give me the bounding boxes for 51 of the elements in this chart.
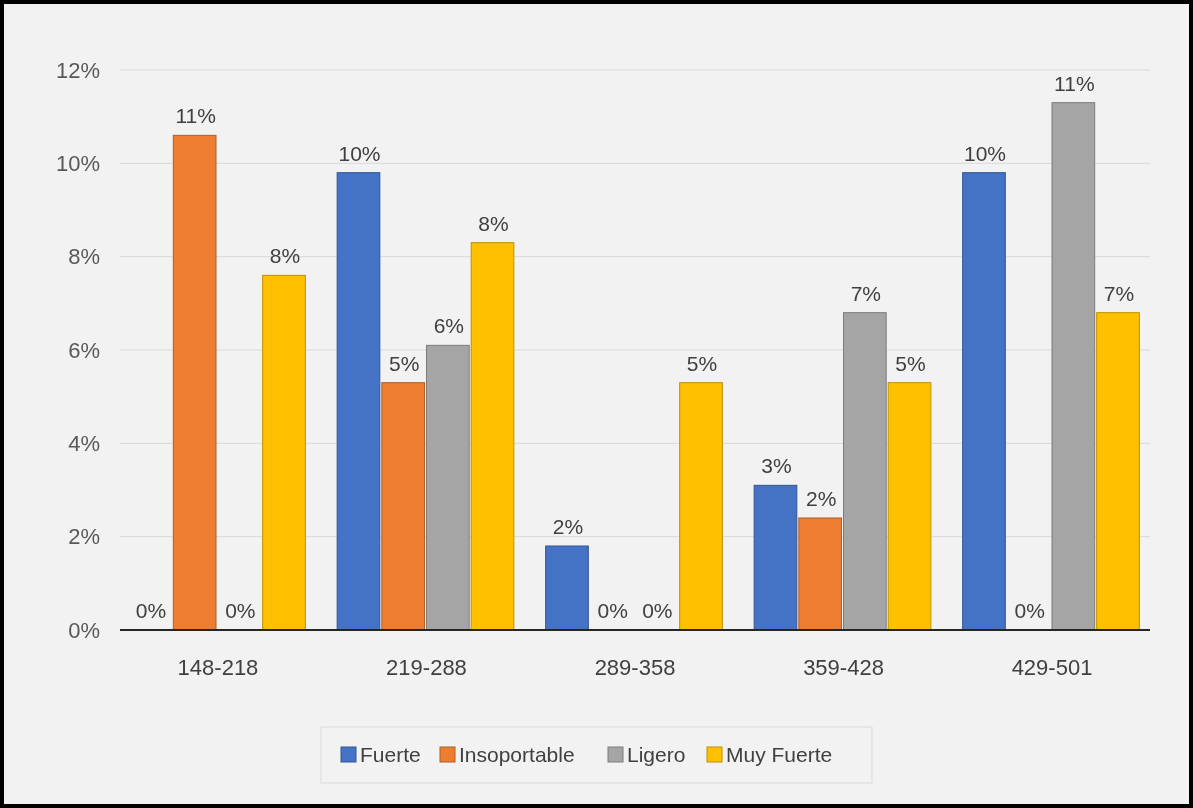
y-tick-label: 2% [68, 524, 100, 550]
y-tick-label: 6% [68, 337, 100, 363]
y-tick-label: 4% [68, 431, 100, 457]
bar [381, 382, 425, 631]
x-tick-label: 148-218 [177, 655, 259, 680]
data-label: 0% [135, 599, 167, 622]
bar [887, 382, 932, 631]
data-label: 5% [895, 351, 926, 375]
data-label: 0% [225, 599, 256, 622]
bar [426, 344, 470, 631]
legend-label: Fuerte [360, 743, 421, 767]
x-tick-label: 219-288 [386, 655, 467, 680]
data-label: 10% [963, 141, 1006, 165]
bar [1051, 102, 1096, 631]
legend-label: Muy Fuerte [726, 743, 833, 767]
x-tick-label: 429-501 [1011, 655, 1093, 680]
data-label: 0% [642, 599, 673, 622]
data-label: 3% [761, 454, 792, 478]
bar [962, 172, 1006, 631]
x-tick-label: 359-428 [803, 655, 884, 680]
data-label: 2% [805, 487, 837, 510]
bar [545, 545, 589, 631]
bar [470, 242, 515, 631]
data-label: 11% [1054, 71, 1095, 95]
data-label: 6% [433, 314, 465, 338]
legend-label: Insoportable [459, 743, 575, 767]
data-label: 2% [552, 515, 584, 538]
y-tick-label: 12% [55, 57, 100, 83]
data-label: 5% [686, 351, 718, 375]
data-label: 8% [478, 211, 509, 235]
bar [1096, 312, 1140, 631]
data-label: 5% [388, 351, 420, 375]
bar [262, 274, 306, 631]
bar [679, 382, 723, 631]
bar [753, 484, 798, 631]
bar [798, 517, 842, 631]
data-label: 10% [338, 141, 381, 165]
data-label: 8% [269, 244, 301, 268]
data-label: 0% [1014, 599, 1045, 622]
y-tick-label: 0% [68, 617, 100, 643]
data-label: 7% [850, 281, 882, 305]
bar [336, 172, 381, 631]
data-label: 7% [1103, 281, 1135, 305]
x-tick-label: 289-358 [594, 655, 676, 680]
data-label: 0% [597, 599, 628, 622]
y-tick-label: 8% [68, 244, 100, 270]
y-tick-label: 10% [55, 151, 100, 177]
legend-label: Ligero [627, 743, 686, 767]
bar [843, 312, 887, 631]
data-label: 11% [175, 104, 216, 128]
bar [172, 134, 217, 631]
